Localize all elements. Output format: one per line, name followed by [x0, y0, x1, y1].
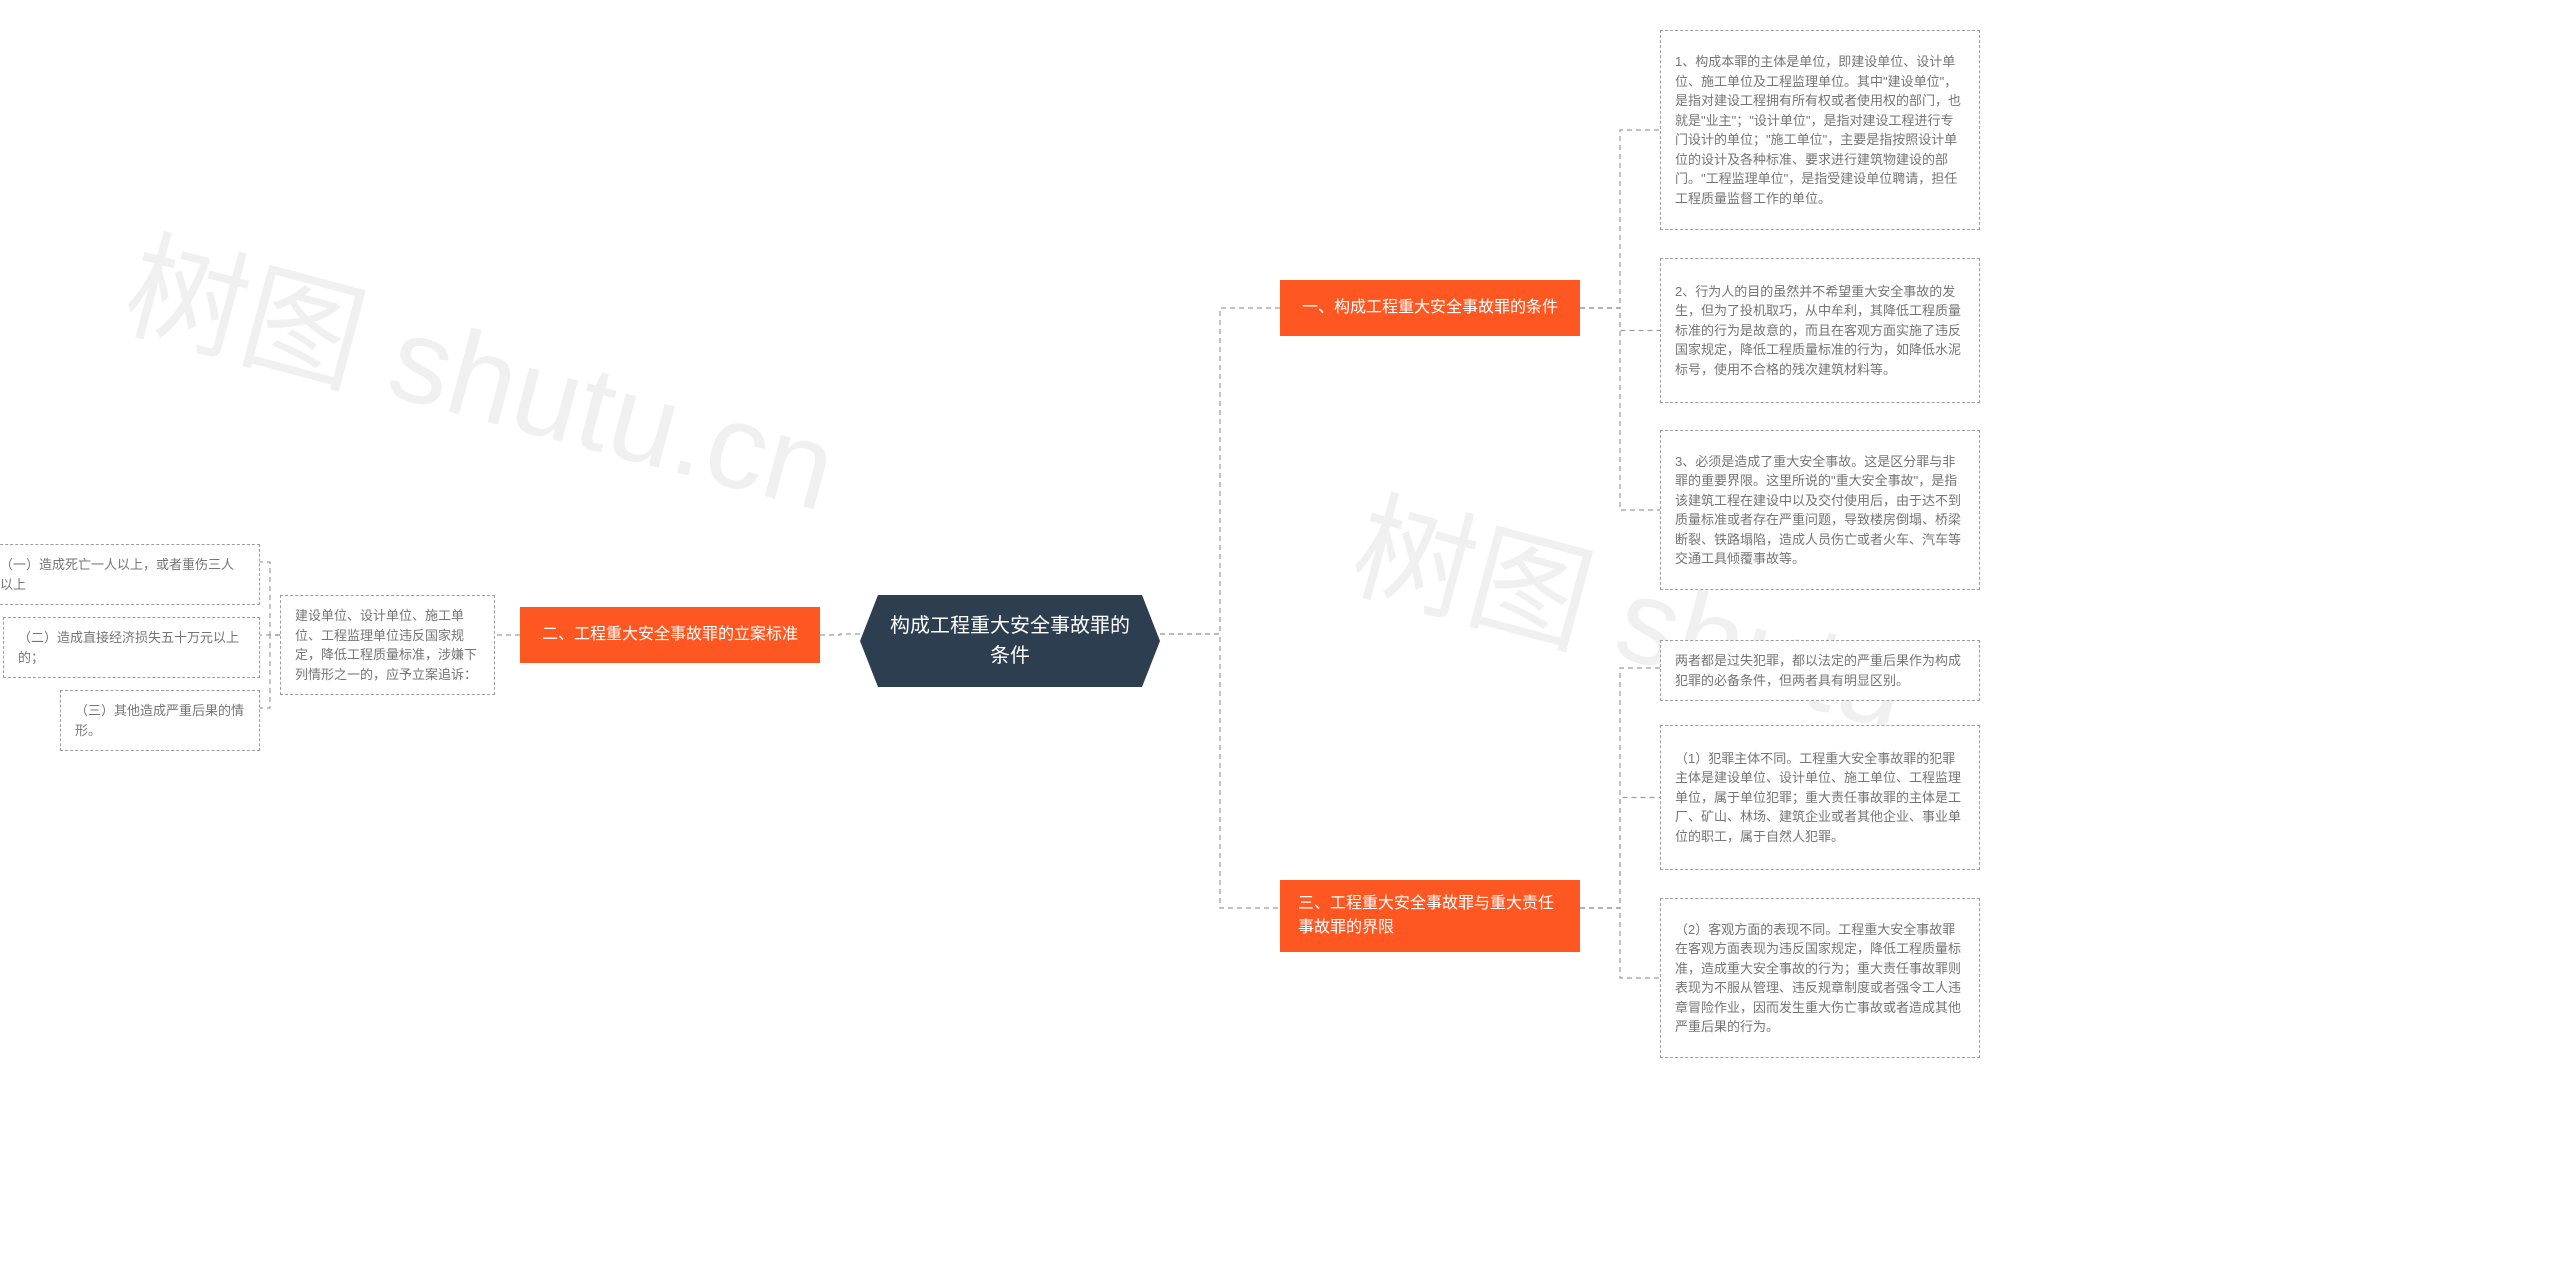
leaf-s3-3: （2）客观方面的表现不同。工程重大安全事故罪在客观方面表现为违反国家规定，降低工…: [1660, 898, 1980, 1058]
leaf-s2-3-text: （三）其他造成严重后果的情形。: [75, 701, 245, 740]
section-conditions: 一、构成工程重大安全事故罪的条件: [1280, 280, 1580, 336]
leaf-s1-3-text: 3、必须是造成了重大安全事故。这是区分罪与非罪的重要界限。这里所说的"重大安全事…: [1675, 452, 1965, 569]
leaf-s2-3: （三）其他造成严重后果的情形。: [60, 690, 260, 751]
leaf-s3-2: （1）犯罪主体不同。工程重大安全事故罪的犯罪主体是建设单位、设计单位、施工单位、…: [1660, 725, 1980, 870]
leaf-s1-3: 3、必须是造成了重大安全事故。这是区分罪与非罪的重要界限。这里所说的"重大安全事…: [1660, 430, 1980, 590]
section-case-standard-label: 二、工程重大安全事故罪的立案标准: [542, 623, 798, 647]
leaf-s2-2-text: （二）造成直接经济损失五十万元以上的；: [18, 628, 245, 667]
root-node: 构成工程重大安全事故罪的条件: [860, 595, 1160, 687]
leaf-s3-3-text: （2）客观方面的表现不同。工程重大安全事故罪在客观方面表现为违反国家规定，降低工…: [1675, 920, 1965, 1037]
section-boundary: 三、工程重大安全事故罪与重大责任事故罪的界限: [1280, 880, 1580, 952]
section-boundary-label: 三、工程重大安全事故罪与重大责任事故罪的界限: [1298, 892, 1562, 940]
leaf-s3-2-text: （1）犯罪主体不同。工程重大安全事故罪的犯罪主体是建设单位、设计单位、施工单位、…: [1675, 749, 1965, 847]
leaf-s2-main: 建设单位、设计单位、施工单位、工程监理单位违反国家规定，降低工程质量标准，涉嫌下…: [280, 595, 495, 695]
section-conditions-label: 一、构成工程重大安全事故罪的条件: [1302, 296, 1558, 320]
section-case-standard: 二、工程重大安全事故罪的立案标准: [520, 607, 820, 663]
leaf-s3-1: 两者都是过失犯罪，都以法定的严重后果作为构成犯罪的必备条件，但两者具有明显区别。: [1660, 640, 1980, 701]
leaf-s3-1-text: 两者都是过失犯罪，都以法定的严重后果作为构成犯罪的必备条件，但两者具有明显区别。: [1675, 651, 1965, 690]
leaf-s1-2-text: 2、行为人的目的虽然并不希望重大安全事故的发生，但为了投机取巧，从中牟利，其降低…: [1675, 282, 1965, 380]
leaf-s2-main-text: 建设单位、设计单位、施工单位、工程监理单位违反国家规定，降低工程质量标准，涉嫌下…: [295, 606, 480, 684]
leaf-s2-1-text: （一）造成死亡一人以上，或者重伤三人以上: [0, 555, 245, 594]
leaf-s1-2: 2、行为人的目的虽然并不希望重大安全事故的发生，但为了投机取巧，从中牟利，其降低…: [1660, 258, 1980, 403]
leaf-s1-1-text: 1、构成本罪的主体是单位，即建设单位、设计单位、施工单位及工程监理单位。其中"建…: [1675, 52, 1965, 208]
root-label: 构成工程重大安全事故罪的条件: [884, 611, 1136, 671]
watermark-1: 树图 shutu.cn: [110, 189, 857, 545]
leaf-s2-1: （一）造成死亡一人以上，或者重伤三人以上: [0, 544, 260, 605]
leaf-s1-1: 1、构成本罪的主体是单位，即建设单位、设计单位、施工单位及工程监理单位。其中"建…: [1660, 30, 1980, 230]
leaf-s2-2: （二）造成直接经济损失五十万元以上的；: [3, 617, 260, 678]
